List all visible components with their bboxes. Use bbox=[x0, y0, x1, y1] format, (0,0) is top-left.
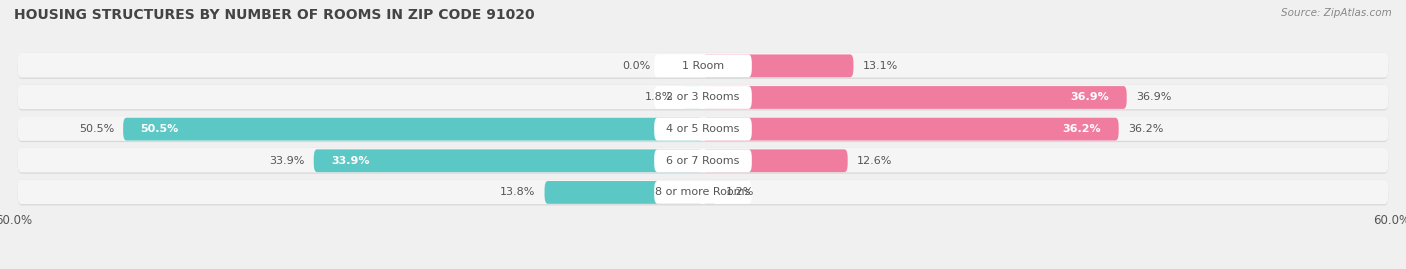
Text: 13.8%: 13.8% bbox=[501, 187, 536, 197]
Text: 2 or 3 Rooms: 2 or 3 Rooms bbox=[666, 93, 740, 102]
Text: 6 or 7 Rooms: 6 or 7 Rooms bbox=[666, 156, 740, 166]
FancyBboxPatch shape bbox=[654, 86, 752, 109]
Text: 50.5%: 50.5% bbox=[79, 124, 114, 134]
FancyBboxPatch shape bbox=[654, 149, 752, 172]
Text: 0.0%: 0.0% bbox=[623, 61, 651, 71]
Text: 36.9%: 36.9% bbox=[1071, 93, 1109, 102]
Text: 36.9%: 36.9% bbox=[1136, 93, 1171, 102]
Text: 1.2%: 1.2% bbox=[725, 187, 755, 197]
FancyBboxPatch shape bbox=[17, 84, 1389, 111]
Text: 1.8%: 1.8% bbox=[645, 93, 673, 102]
FancyBboxPatch shape bbox=[17, 116, 1389, 142]
Text: 50.5%: 50.5% bbox=[141, 124, 179, 134]
FancyBboxPatch shape bbox=[17, 179, 1389, 204]
FancyBboxPatch shape bbox=[314, 149, 703, 172]
Text: 33.9%: 33.9% bbox=[330, 156, 370, 166]
FancyBboxPatch shape bbox=[17, 116, 1389, 141]
FancyBboxPatch shape bbox=[703, 86, 1126, 109]
FancyBboxPatch shape bbox=[17, 53, 1389, 79]
FancyBboxPatch shape bbox=[654, 54, 752, 77]
FancyBboxPatch shape bbox=[544, 181, 703, 204]
Text: HOUSING STRUCTURES BY NUMBER OF ROOMS IN ZIP CODE 91020: HOUSING STRUCTURES BY NUMBER OF ROOMS IN… bbox=[14, 8, 534, 22]
Text: 8 or more Rooms: 8 or more Rooms bbox=[655, 187, 751, 197]
FancyBboxPatch shape bbox=[17, 148, 1389, 174]
FancyBboxPatch shape bbox=[124, 118, 703, 140]
Text: 36.2%: 36.2% bbox=[1063, 124, 1101, 134]
FancyBboxPatch shape bbox=[17, 148, 1389, 172]
FancyBboxPatch shape bbox=[17, 179, 1389, 206]
Text: 13.1%: 13.1% bbox=[863, 61, 898, 71]
Text: 4 or 5 Rooms: 4 or 5 Rooms bbox=[666, 124, 740, 134]
FancyBboxPatch shape bbox=[17, 53, 1389, 77]
FancyBboxPatch shape bbox=[682, 86, 703, 109]
Text: 36.2%: 36.2% bbox=[1128, 124, 1163, 134]
FancyBboxPatch shape bbox=[703, 118, 1119, 140]
FancyBboxPatch shape bbox=[654, 181, 752, 204]
FancyBboxPatch shape bbox=[703, 181, 717, 204]
Text: Source: ZipAtlas.com: Source: ZipAtlas.com bbox=[1281, 8, 1392, 18]
Text: 33.9%: 33.9% bbox=[269, 156, 305, 166]
FancyBboxPatch shape bbox=[703, 149, 848, 172]
FancyBboxPatch shape bbox=[654, 118, 752, 140]
FancyBboxPatch shape bbox=[703, 54, 853, 77]
Text: 12.6%: 12.6% bbox=[856, 156, 893, 166]
FancyBboxPatch shape bbox=[17, 84, 1389, 109]
Text: 1 Room: 1 Room bbox=[682, 61, 724, 71]
